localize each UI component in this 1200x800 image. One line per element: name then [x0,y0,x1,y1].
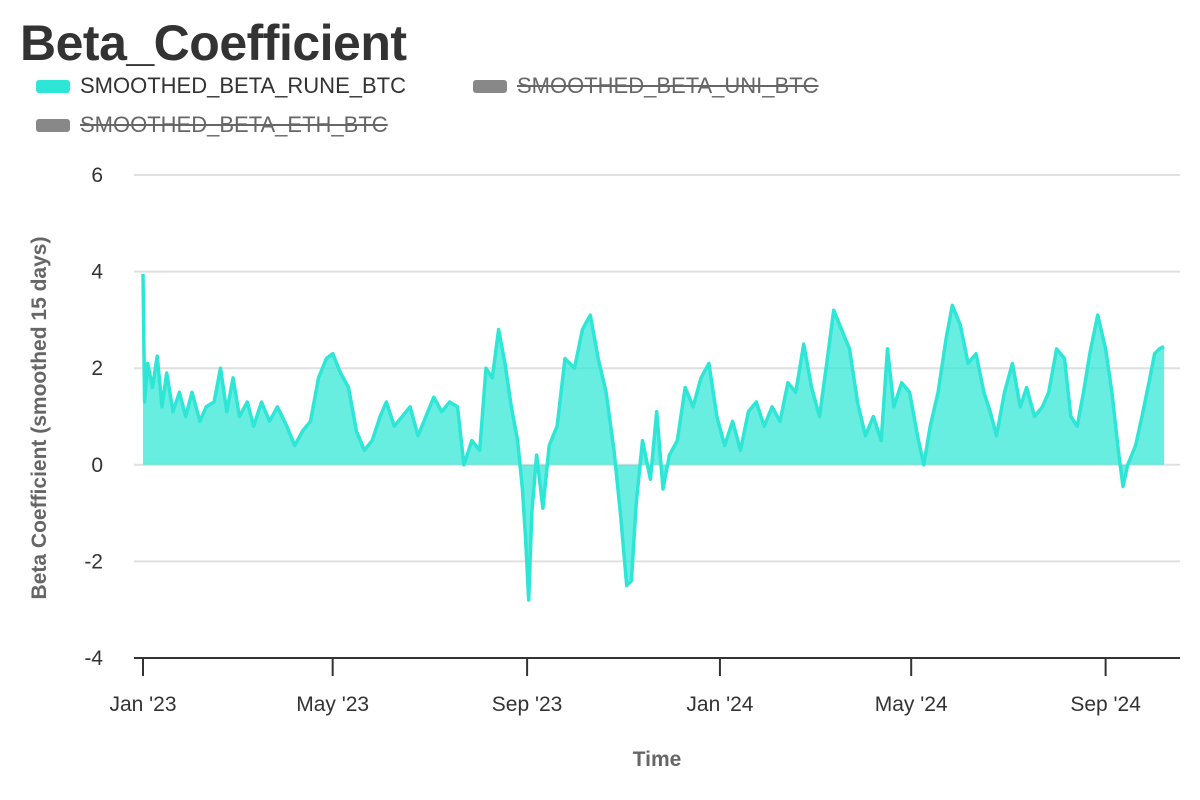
chart-title: Beta_Coefficient [20,15,407,71]
y-tick-label: 4 [91,261,103,284]
legend-swatch-icon [36,118,70,132]
legend-label: SMOOTHED_BETA_RUNE_BTC [80,73,406,98]
y-tick-label: 6 [91,164,103,187]
legend-label: SMOOTHED_BETA_ETH_BTC [80,112,388,137]
legend-swatch-icon [36,79,70,93]
y-axis-title: Beta Coefficient (smoothed 15 days) [28,237,51,600]
legend-item-eth-btc[interactable]: SMOOTHED_BETA_ETH_BTC [36,112,388,138]
x-tick-label: May '23 [296,693,369,716]
legend-item-uni-btc[interactable]: SMOOTHED_BETA_UNI_BTC [473,73,819,99]
series-area [141,273,1165,602]
y-tick-label: 2 [91,357,103,380]
x-tick-label: May '24 [875,693,948,716]
y-tick-label: 0 [91,454,103,477]
x-tick-label: Sep '24 [1070,693,1141,716]
grid-lines [134,174,1180,563]
legend-label: SMOOTHED_BETA_UNI_BTC [517,73,819,98]
y-tick-label: -4 [84,647,103,670]
x-tick-label: Jan '24 [686,693,753,716]
x-tick-label: Jan '23 [109,693,176,716]
legend-item-rune-btc[interactable]: SMOOTHED_BETA_RUNE_BTC [36,73,406,99]
series-area-fill [143,274,1165,600]
legend-swatch-icon [473,79,507,93]
axes: 6 4 2 0 -2 -4 Jan '23 May '23 Sep '23 Jan '24 May … [84,164,1180,716]
x-axis-title: Time [633,748,682,771]
series-line[interactable] [141,273,1165,602]
y-tick-label: -2 [84,550,103,573]
x-tick-label: Sep '23 [492,693,563,716]
